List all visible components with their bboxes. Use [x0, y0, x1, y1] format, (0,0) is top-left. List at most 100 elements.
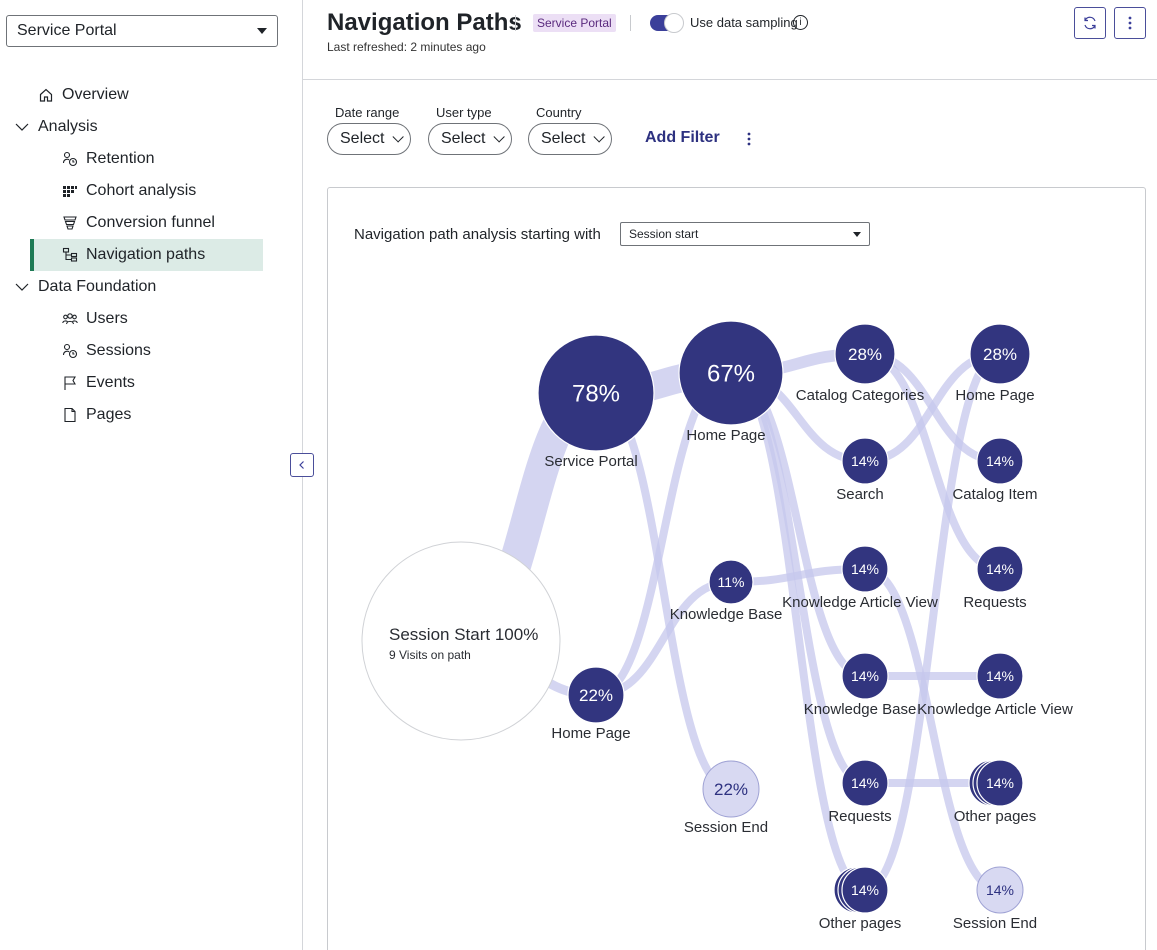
path-node[interactable]: 14% Requests [828, 759, 892, 825]
start-node-sublabel: 9 Visits on path [389, 648, 471, 662]
sidebar-item-navigation-paths[interactable]: Navigation paths [30, 239, 263, 271]
node-circle [976, 437, 1024, 485]
sidebar-item-sessions[interactable]: Sessions [62, 335, 262, 367]
node-percent: 14% [851, 775, 879, 791]
portal-select-value: Service Portal [17, 22, 117, 39]
node-circle [841, 545, 889, 593]
path-node[interactable]: 11% Knowledge Base [670, 559, 783, 623]
node-percent: 14% [986, 775, 1014, 791]
node-percent: 14% [851, 561, 879, 577]
chevron-down-icon [392, 131, 405, 143]
country-select[interactable]: Select [528, 123, 613, 155]
sidebar-item-events[interactable]: Events [62, 367, 262, 399]
path-node[interactable]: 22% Session End [684, 760, 768, 836]
path-node[interactable]: 14% Knowledge Article View [917, 652, 1073, 718]
chevron-down-icon [14, 119, 30, 135]
node-label: Knowledge Base [804, 701, 917, 718]
date-range-select[interactable]: Select [327, 123, 412, 155]
chevron-down-icon [493, 131, 506, 143]
path-node[interactable]: 28% Home Page [955, 323, 1035, 404]
node-circle [708, 559, 754, 605]
more-options-button[interactable] [1114, 7, 1146, 39]
sidebar-item-overview[interactable]: Overview [38, 79, 268, 111]
sidebar-item-label: Retention [86, 150, 155, 167]
users-clock-icon [62, 343, 78, 359]
portal-select[interactable]: Service Portal [6, 15, 278, 47]
caret-down-icon [853, 231, 861, 237]
sidebar-item-label: Users [86, 310, 128, 327]
path-node[interactable]: 14% Catalog Item [952, 437, 1038, 503]
sidebar-item-users[interactable]: Users [62, 303, 262, 335]
path-node[interactable]: 14% Session End [953, 866, 1037, 932]
node-percent: 14% [851, 453, 879, 469]
path-node[interactable]: 14% Other pages [819, 866, 902, 932]
node-percent: 67% [707, 360, 755, 387]
node-label: Session End [684, 819, 768, 836]
user-type-value: Select [441, 130, 486, 147]
sidebar: Service Portal Overview Analysis [0, 0, 303, 950]
node-circle [841, 866, 889, 914]
node-circle [702, 760, 760, 818]
grid-icon [62, 183, 78, 199]
node-percent: 14% [986, 453, 1014, 469]
node-label: Session End [953, 915, 1037, 932]
sidebar-item-label: Cohort analysis [86, 182, 197, 199]
path-node[interactable]: 28% Catalog Categories [796, 323, 924, 404]
sidebar-item-label: Data Foundation [38, 278, 157, 295]
path-node[interactable]: 14% Requests [963, 545, 1027, 611]
refresh-button[interactable] [1074, 7, 1106, 39]
user-type-select[interactable]: Select [428, 123, 513, 155]
collapse-sidebar-button[interactable] [290, 453, 314, 477]
sidebar-item-pages[interactable]: Pages [62, 399, 262, 431]
node-label: Home Page [551, 725, 630, 742]
node-circle [841, 759, 889, 807]
path-node[interactable]: 14% Knowledge Article View [782, 545, 938, 611]
node-label: Knowledge Article View [917, 701, 1073, 718]
header-divider [515, 15, 516, 31]
path-node[interactable]: 67% Home Page [678, 320, 784, 444]
sidebar-item-label: Sessions [86, 342, 151, 359]
tree-icon [62, 247, 78, 263]
path-node[interactable]: 78% Service Portal [537, 334, 655, 470]
header-divider [630, 15, 631, 31]
sidebar-item-conversion-funnel[interactable]: Conversion funnel [62, 207, 262, 239]
path-node[interactable]: 14% Search [836, 437, 889, 503]
sidebar-item-label: Overview [62, 86, 129, 103]
path-node[interactable]: 14% Knowledge Base [804, 652, 917, 718]
node-label: Service Portal [544, 453, 637, 470]
more-vertical-icon [1128, 16, 1132, 30]
node-percent: 78% [572, 380, 620, 407]
node-percent: 14% [986, 668, 1014, 684]
node-circle [834, 323, 896, 385]
page-title: Navigation Paths [327, 9, 522, 36]
filter-more-button[interactable] [745, 131, 753, 152]
data-sampling-toggle[interactable] [650, 13, 684, 33]
start-node-label: Session Start 100% [389, 625, 538, 644]
analysis-start-select[interactable]: Session start [620, 222, 870, 246]
users-clock-icon [62, 151, 78, 167]
sidebar-group-data-foundation[interactable]: Data Foundation [14, 271, 264, 303]
info-icon[interactable]: i [793, 15, 808, 30]
sidebar-item-retention[interactable]: Retention [62, 143, 262, 175]
path-node[interactable]: 14% Other pages [954, 759, 1037, 825]
flow-link [863, 350, 1002, 894]
filter-label-date-range: Date range [335, 105, 400, 120]
funnel-icon [62, 215, 78, 231]
node-label: Home Page [686, 427, 765, 444]
path-node[interactable]: 22% Home Page [551, 666, 631, 742]
node-circle [841, 652, 889, 700]
node-label: Other pages [819, 915, 902, 932]
group-icon [62, 311, 78, 327]
node-label: Search [836, 486, 884, 503]
caret-down-icon [257, 28, 267, 34]
node-label: Requests [963, 594, 1026, 611]
node-label: Catalog Categories [796, 387, 924, 404]
node-percent: 28% [983, 345, 1017, 364]
add-filter-button[interactable]: Add Filter [645, 129, 720, 146]
sidebar-item-cohort-analysis[interactable]: Cohort analysis [62, 175, 262, 207]
node-label: Home Page [955, 387, 1034, 404]
sidebar-item-label: Conversion funnel [86, 214, 215, 231]
flag-icon [62, 375, 78, 391]
sidebar-group-analysis[interactable]: Analysis [14, 111, 264, 143]
country-value: Select [541, 130, 586, 147]
